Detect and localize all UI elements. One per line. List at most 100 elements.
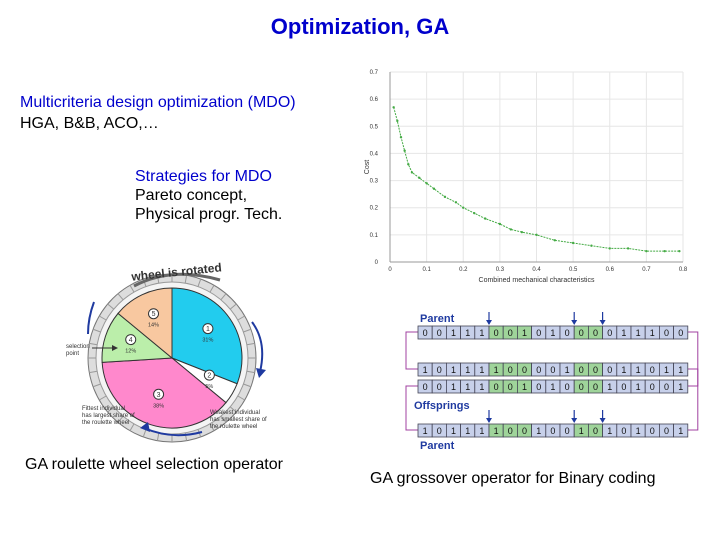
- bit-value: 0: [536, 328, 541, 338]
- y-tick-label: 0.7: [370, 70, 379, 76]
- rim-tick: [220, 415, 227, 423]
- mdo-methods: HGA, B&B, ACO,…: [20, 115, 159, 132]
- wheel-slice-1: [171, 287, 243, 385]
- bit-value: 1: [550, 382, 555, 392]
- selection-point-label: selection point: [66, 344, 90, 357]
- bit-value: 0: [437, 426, 442, 436]
- y-tick-label: 0.6: [370, 97, 379, 103]
- bit-value: 0: [508, 365, 513, 375]
- slice-share-label: 12%: [125, 349, 136, 355]
- bit-value: 0: [579, 365, 584, 375]
- fittest-note: Fittest individual has largest share of th…: [82, 406, 135, 426]
- bit-value: 1: [451, 426, 456, 436]
- bit-value: 1: [678, 426, 683, 436]
- pareto-point: [509, 228, 513, 231]
- pareto-point: [396, 119, 399, 123]
- crossover-bit-rows: 0 0 1 1 1 0 0 1 0 1 0 0 0 0 1 1 1 0 01 0 1 1 1 1 0 0 0 0 1 0 0 0 1 1 0 1 10 0…: [417, 325, 689, 438]
- x-tick-label: 0.5: [569, 267, 578, 273]
- rim-tick: [89, 370, 98, 374]
- cut-arrow-bottom-head: [599, 418, 606, 423]
- bit-value: 1: [423, 426, 428, 436]
- bit-value: 0: [494, 382, 499, 392]
- y-tick-label: 0.4: [370, 151, 379, 157]
- pareto-point: [410, 171, 414, 174]
- x-tick-label: 0.8: [679, 267, 688, 273]
- pareto-point: [399, 135, 403, 139]
- caption-roulette: GA roulette wheel selection operator: [25, 456, 283, 473]
- bit-value: 0: [579, 328, 584, 338]
- bit-cell: [673, 325, 689, 340]
- pareto-series: [392, 106, 681, 253]
- bit-value: 1: [465, 328, 470, 338]
- bit-value: 1: [579, 426, 584, 436]
- offsprings-label: Offsprings: [414, 400, 470, 412]
- strategy-pareto: Pareto concept,: [135, 187, 248, 204]
- wheel-slice-5: [117, 287, 173, 360]
- rim-tick: [156, 432, 160, 441]
- bit-value: 0: [664, 426, 669, 436]
- bit-value: 0: [423, 382, 428, 392]
- y-axis-label: Cost: [364, 160, 371, 174]
- x-tick-label: 0: [388, 267, 392, 273]
- bit-value: 1: [479, 426, 484, 436]
- pareto-point: [678, 249, 681, 253]
- slice-number-badge: [153, 388, 165, 400]
- pareto-point: [520, 230, 524, 234]
- parent-top-label: Parent: [420, 313, 455, 325]
- chart-grid: [389, 71, 684, 263]
- x-tick-label: 0.7: [642, 267, 651, 273]
- rim-tick: [99, 315, 107, 321]
- bit-value: 0: [565, 328, 570, 338]
- connector-right-top: [687, 331, 699, 387]
- cut-arrow-top-head: [599, 320, 606, 325]
- bit-value: 1: [636, 382, 641, 392]
- bit-value: 1: [465, 382, 470, 392]
- pareto-front-line: [393, 107, 680, 252]
- x-tick-label: 0.4: [532, 267, 541, 273]
- pareto-point: [407, 163, 410, 166]
- bit-value: 1: [650, 328, 655, 338]
- cut-arrow-top-head: [486, 320, 492, 325]
- strategy-physical: Physical progr. Tech.: [135, 206, 283, 223]
- roulette-wheel-diagram: 131%25%338%412%514% wheel is rotated sel…: [66, 262, 267, 443]
- pareto-point: [535, 233, 538, 237]
- rim-tick: [99, 395, 107, 401]
- bit-value: 0: [565, 382, 570, 392]
- strategies-heading: Strategies for MDO: [135, 168, 272, 185]
- rim-tick: [229, 406, 237, 413]
- rim-tick: [246, 370, 255, 374]
- x-tick-label: 0.3: [496, 267, 505, 273]
- bit-value: 0: [437, 382, 442, 392]
- pareto-point: [473, 211, 476, 215]
- rotation-arrow-right: [251, 321, 264, 373]
- bit-value: 1: [451, 382, 456, 392]
- bit-value: 0: [593, 426, 598, 436]
- bit-value: 0: [607, 365, 612, 375]
- bit-value: 0: [593, 382, 598, 392]
- bit-value: 1: [451, 365, 456, 375]
- x-tick-label: 0.2: [459, 267, 468, 273]
- rotation-arrow-bottom-head: [140, 422, 150, 432]
- rim-tick: [243, 328, 252, 333]
- bit-value: 0: [565, 426, 570, 436]
- slice-number-badge: [148, 308, 160, 320]
- cut-arrow-bottom-head: [571, 418, 578, 423]
- bit-value: 0: [508, 382, 513, 392]
- wheel-slice-badges: 1 31% 2 5% 3 38% 4 12% 5 14%: [125, 308, 215, 409]
- bit-value: 1: [565, 365, 570, 375]
- pareto-point: [663, 249, 666, 253]
- rim-tick: [220, 293, 227, 301]
- bit-value: 0: [607, 328, 612, 338]
- bit-value: 1: [678, 382, 683, 392]
- rim-tick: [129, 285, 135, 293]
- x-tick-label: 0.1: [422, 267, 431, 273]
- pareto-point: [454, 201, 458, 204]
- bit-value: 1: [465, 365, 470, 375]
- pareto-point: [553, 239, 557, 242]
- bit-value: 1: [494, 426, 499, 436]
- bit-value: 1: [479, 328, 484, 338]
- rim-tick: [184, 275, 188, 284]
